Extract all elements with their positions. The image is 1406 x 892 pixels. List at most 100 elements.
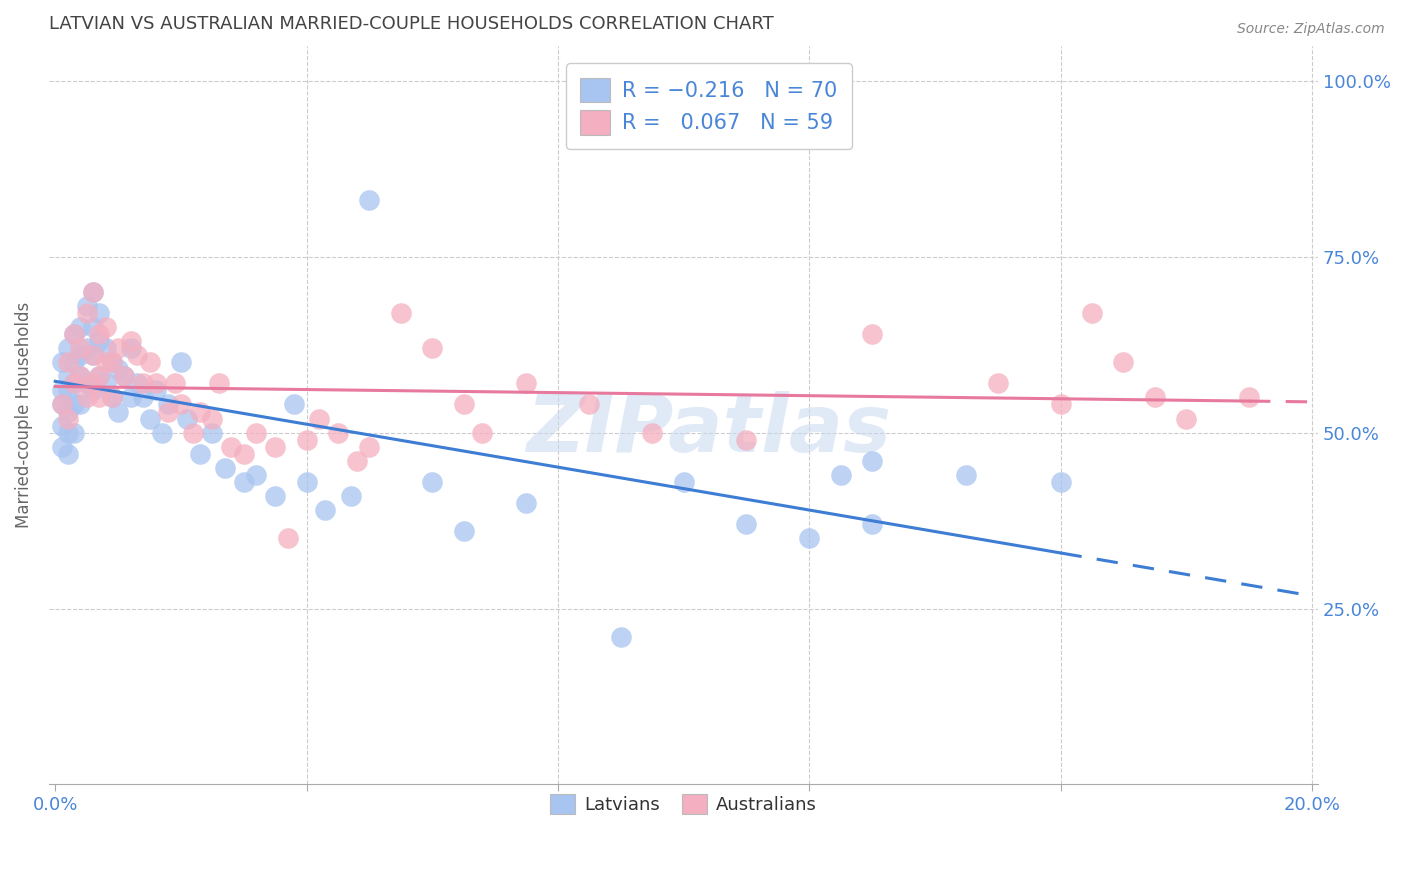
Point <box>188 447 211 461</box>
Point <box>51 397 73 411</box>
Point <box>264 440 287 454</box>
Point <box>188 404 211 418</box>
Point <box>219 440 242 454</box>
Point <box>120 334 142 348</box>
Point <box>82 376 104 391</box>
Point <box>76 391 98 405</box>
Point <box>735 517 758 532</box>
Point <box>76 341 98 355</box>
Point <box>51 384 73 398</box>
Point <box>101 355 124 369</box>
Point <box>1049 397 1071 411</box>
Point <box>56 404 79 418</box>
Point <box>232 447 254 461</box>
Point <box>641 425 664 440</box>
Point <box>69 341 91 355</box>
Point <box>63 397 86 411</box>
Point <box>89 369 111 384</box>
Point <box>69 397 91 411</box>
Point <box>1175 411 1198 425</box>
Point <box>453 397 475 411</box>
Point <box>245 425 267 440</box>
Point <box>1143 391 1166 405</box>
Text: ZIPatlas: ZIPatlas <box>526 391 891 469</box>
Point <box>359 440 381 454</box>
Point <box>76 299 98 313</box>
Point <box>82 320 104 334</box>
Point <box>82 348 104 362</box>
Point <box>207 376 229 391</box>
Point <box>63 327 86 342</box>
Point <box>56 341 79 355</box>
Point <box>107 341 129 355</box>
Point <box>389 306 412 320</box>
Point <box>112 369 135 384</box>
Y-axis label: Married-couple Households: Married-couple Households <box>15 301 32 528</box>
Point <box>150 425 173 440</box>
Point <box>264 489 287 503</box>
Point <box>339 489 361 503</box>
Text: Source: ZipAtlas.com: Source: ZipAtlas.com <box>1237 22 1385 37</box>
Point <box>63 376 86 391</box>
Point <box>138 355 160 369</box>
Point <box>860 327 883 342</box>
Point <box>308 411 330 425</box>
Point <box>63 425 86 440</box>
Point <box>94 320 117 334</box>
Point <box>56 369 79 384</box>
Point <box>69 369 91 384</box>
Point <box>176 411 198 425</box>
Point <box>515 376 537 391</box>
Point <box>346 454 368 468</box>
Point <box>183 425 205 440</box>
Point <box>157 404 180 418</box>
Point <box>138 411 160 425</box>
Point <box>125 348 148 362</box>
Point <box>830 467 852 482</box>
Point <box>69 348 91 362</box>
Point <box>107 362 129 376</box>
Point <box>82 348 104 362</box>
Point <box>94 341 117 355</box>
Point <box>51 355 73 369</box>
Text: LATVIAN VS AUSTRALIAN MARRIED-COUPLE HOUSEHOLDS CORRELATION CHART: LATVIAN VS AUSTRALIAN MARRIED-COUPLE HOU… <box>49 15 773 33</box>
Point <box>51 440 73 454</box>
Point <box>63 355 86 369</box>
Point <box>125 376 148 391</box>
Point <box>145 384 167 398</box>
Point <box>987 376 1010 391</box>
Point <box>283 397 305 411</box>
Point <box>56 411 79 425</box>
Point <box>63 376 86 391</box>
Point <box>82 285 104 299</box>
Point <box>63 327 86 342</box>
Point <box>94 355 117 369</box>
Point <box>76 376 98 391</box>
Point <box>69 320 91 334</box>
Point <box>326 425 349 440</box>
Point <box>955 467 977 482</box>
Point <box>112 369 135 384</box>
Legend: Latvians, Australians: Latvians, Australians <box>537 781 830 827</box>
Point <box>82 384 104 398</box>
Point <box>89 327 111 342</box>
Point <box>295 433 318 447</box>
Point <box>214 460 236 475</box>
Point <box>245 467 267 482</box>
Point <box>860 517 883 532</box>
Point <box>799 531 821 545</box>
Point <box>89 306 111 320</box>
Point <box>89 334 111 348</box>
Point <box>1237 391 1260 405</box>
Point <box>860 454 883 468</box>
Point <box>132 391 155 405</box>
Point <box>56 355 79 369</box>
Point <box>101 355 124 369</box>
Point <box>170 355 193 369</box>
Point <box>277 531 299 545</box>
Point <box>69 369 91 384</box>
Point <box>120 391 142 405</box>
Point <box>56 447 79 461</box>
Point <box>107 404 129 418</box>
Point <box>420 341 443 355</box>
